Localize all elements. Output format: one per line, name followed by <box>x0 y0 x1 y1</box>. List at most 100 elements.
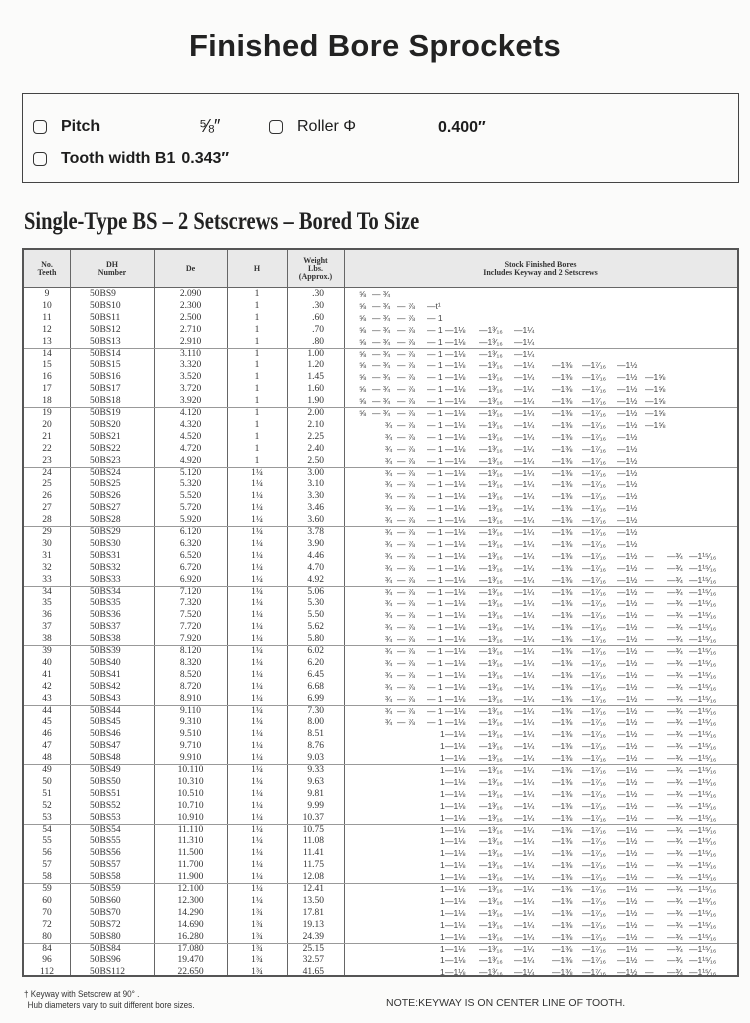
bore-size: —1½ <box>617 527 638 537</box>
bore-size: —1¼ <box>514 717 535 728</box>
bore-size: —1³⁄₁₆ <box>479 336 503 347</box>
cell-dh: 50BS58 <box>90 872 121 883</box>
header-dh-line1: DH <box>106 259 118 269</box>
bore-size: —1⅜ <box>552 372 573 383</box>
bore-size: —1³⁄₁₆ <box>479 491 503 502</box>
bore-size: ¾ <box>385 419 393 430</box>
cell-dh: 50BS29 <box>90 527 121 537</box>
cell-dh: 50BS28 <box>90 515 121 526</box>
bore-size: —¾ <box>667 836 683 847</box>
cell-teeth: 12 <box>42 324 52 335</box>
cell-teeth: 42 <box>42 681 52 692</box>
cell-weight: 4.70 <box>307 562 324 573</box>
bore-size: —¾ <box>667 765 683 775</box>
bore-size: — ¾ <box>372 324 390 335</box>
bore-size: —1³⁄₁₆ <box>479 431 503 442</box>
bore-size: 1 <box>440 967 445 978</box>
header-h: H <box>253 263 261 273</box>
bore-size: —1⁷⁄₁₆ <box>582 812 607 823</box>
cell-h: 1 <box>254 431 260 442</box>
table-row: 60 50BS60 12.300 1¼ 13.50 1 —1⅛ —1³⁄₁₆ —1¼ —1⅜ —1⁷… <box>24 895 737 907</box>
cell-teeth: 15 <box>42 360 52 371</box>
bore-size: —1¹⁵⁄₁₆ <box>689 657 717 668</box>
bore-size: —1⅜ <box>552 527 573 537</box>
cell-h: 1¼ <box>251 491 263 502</box>
cell-h: 1¼ <box>251 515 263 526</box>
table-row: 59 50BS59 12.100 1¼ 12.41 1 —1⅛ —1³⁄₁₆ —1¼ —1⅜ —1⁷… <box>24 883 737 895</box>
cell-teeth: 39 <box>42 646 52 656</box>
cell-teeth: 70 <box>42 907 52 918</box>
bore-size: ¾ <box>385 527 393 537</box>
cell-de: 7.320 <box>179 598 202 609</box>
cell-teeth: 46 <box>42 729 52 740</box>
bore-size: —1¼ <box>514 943 535 954</box>
bore-size: —1⁷⁄₁₆ <box>582 919 607 930</box>
bore-size: —1⅛ <box>445 503 466 514</box>
bore-size: — 1 <box>427 336 443 347</box>
cell-weight: 2.50 <box>307 455 324 466</box>
cell-h: 1 <box>254 443 260 454</box>
header-de: De <box>185 263 196 273</box>
table-row: 33 50BS33 6.920 1¼ 4.92 ¾ — ⅞ — 1 —1⅛ —1³⁄₁₆ —1¼ —1… <box>24 574 737 587</box>
bore-size: —1½ <box>617 538 638 549</box>
cell-h: 1¼ <box>251 574 263 585</box>
bore-size: —1⅛ <box>445 919 466 930</box>
cell-teeth: 28 <box>42 515 52 526</box>
cell-dh: 50BS18 <box>90 396 121 407</box>
bore-size: —¾ <box>667 848 683 859</box>
cell-teeth: 57 <box>42 860 52 871</box>
bore-size: —1½ <box>617 372 638 383</box>
bore-size: —1⁷⁄₁₆ <box>582 431 607 442</box>
bore-size: —1⅛ <box>445 419 466 430</box>
cell-h: 1¼ <box>251 812 263 823</box>
cell-weight: 32.57 <box>302 955 324 966</box>
cell-de: 7.920 <box>179 634 202 645</box>
bore-size: —1³⁄₁₆ <box>479 753 503 764</box>
cell-weight: 41.65 <box>302 967 324 978</box>
bore-size: —1½ <box>617 610 638 621</box>
cell-h: 1 <box>254 384 260 395</box>
bore-size: —1⁷⁄₁₆ <box>582 550 607 561</box>
bore-size: —1³⁄₁₆ <box>479 788 503 799</box>
bore-size: — 1 <box>427 634 443 645</box>
bore-size: —¾ <box>667 884 683 894</box>
bore-size: — 1 <box>427 538 443 549</box>
bore-size: —1¹⁵⁄₁₆ <box>689 967 717 978</box>
cell-teeth: 84 <box>42 943 52 954</box>
table-row: 20 50BS20 4.320 1 2.10 ¾ — ⅞ — 1 —1⅛ —1³⁄₁₆ —1¼ —1⅜… <box>24 419 737 431</box>
table-row: 56 50BS56 11.500 1¼ 11.41 1 —1⅛ —1³⁄₁₆ —1¼ —1⅜ —1⁷… <box>24 847 737 859</box>
cell-h: 1 <box>254 372 260 383</box>
bore-size: —1³⁄₁₆ <box>479 562 503 573</box>
bore-size: —1⅜ <box>552 491 573 502</box>
bore-size: — ⅞ <box>397 669 415 680</box>
bore-size: —1⅜ <box>552 681 573 692</box>
bore-size: —1⁷⁄₁₆ <box>582 884 607 894</box>
bore-size: —1½ <box>617 384 638 395</box>
bore-size: —1¼ <box>514 634 535 645</box>
cell-h: 1¼ <box>251 872 263 883</box>
bore-size: —1⁷⁄₁₆ <box>582 895 607 906</box>
cell-de: 9.910 <box>179 753 202 764</box>
footnote-hub: Hub diameters vary to suit different bor… <box>27 1000 195 1010</box>
bore-size: —1⁷⁄₁₆ <box>582 360 607 371</box>
bore-size: ¾ <box>385 681 393 692</box>
header-weight-line1: Weight <box>303 255 328 265</box>
cell-h: 1¾ <box>251 967 263 978</box>
bore-size: —1⅛ <box>445 324 466 335</box>
table-row: 17 50BS17 3.720 1 1.60 ⅝ — ¾ — ⅞ — 1 —1⅛ —1³⁄₁₆ —1¼… <box>24 383 737 395</box>
bore-size: — ⅞ <box>397 455 415 466</box>
bore-size: —1¼ <box>514 919 535 930</box>
bore-size: —1³⁄₁₆ <box>479 812 503 823</box>
cell-dh: 50BS14 <box>90 348 121 359</box>
table-row: 42 50BS42 8.720 1¼ 6.68 ¾ — ⅞ — 1 —1⅛ —1³⁄₁₆ —1¼ —1… <box>24 681 737 693</box>
bore-size: — ⅞ <box>397 431 415 442</box>
bore-size: —1⅛ <box>445 515 466 526</box>
bore-size: —1¹⁵⁄₁₆ <box>689 776 717 787</box>
bore-size: — 1 <box>427 515 443 526</box>
bore-size: — 1 <box>427 467 443 478</box>
bore-size: —1⅜ <box>552 860 573 871</box>
bore-size: —¾ <box>667 717 683 728</box>
cell-de: 11.500 <box>177 848 204 859</box>
bore-size: —1½ <box>617 741 638 752</box>
cell-h: 1¼ <box>251 634 263 645</box>
